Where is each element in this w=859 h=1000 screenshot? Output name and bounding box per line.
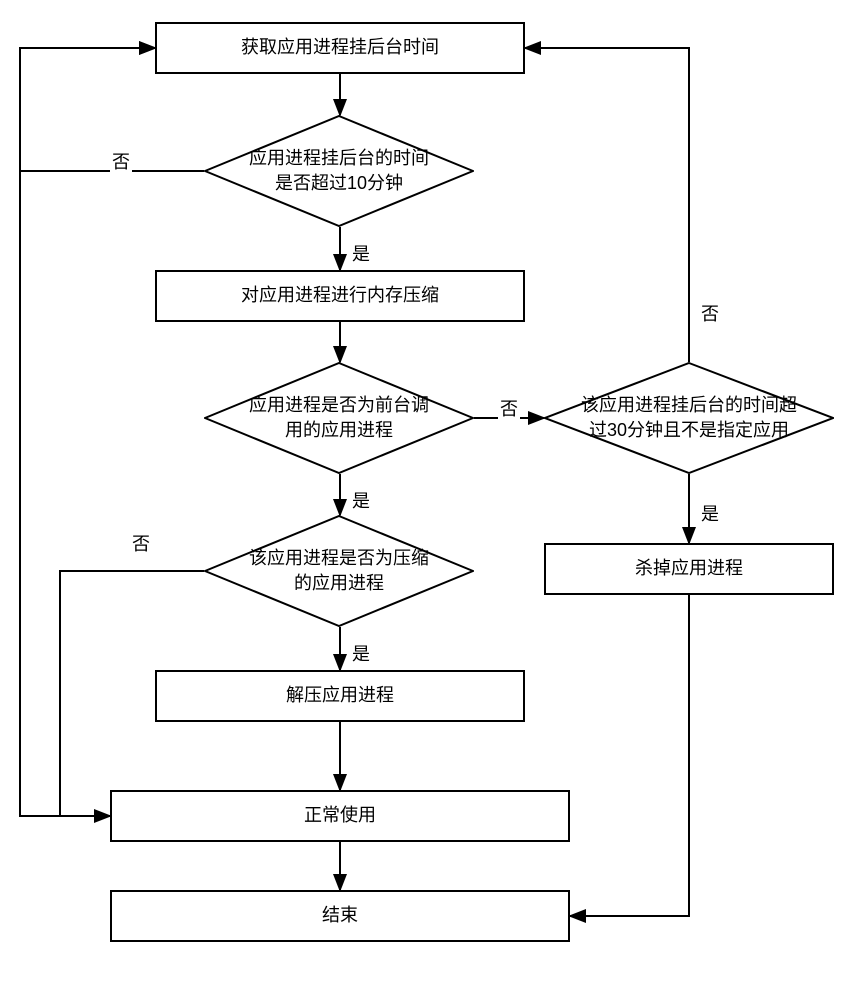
flow-diamond-label: 该应用进程是否为压缩的应用进程 <box>204 515 474 627</box>
flowchart-canvas: 获取应用进程挂后台时间应用进程挂后台的时间是否超过10分钟对应用进程进行内存压缩… <box>0 0 859 1000</box>
flow-diamond-d1: 应用进程挂后台的时间是否超过10分钟 <box>204 115 474 227</box>
flow-edge-label: 是 <box>699 500 721 526</box>
flow-rect-n1: 获取应用进程挂后台时间 <box>155 22 525 74</box>
flow-rect-label: 正常使用 <box>304 803 376 828</box>
flow-edge <box>20 48 155 816</box>
flow-edge-label: 否 <box>130 530 152 556</box>
flow-diamond-label: 该应用进程挂后台的时间超过30分钟且不是指定应用 <box>544 362 834 474</box>
flow-rect-n6: 结束 <box>110 890 570 942</box>
flow-rect-n3: 杀掉应用进程 <box>544 543 834 595</box>
flow-rect-n5: 正常使用 <box>110 790 570 842</box>
flow-rect-label: 解压应用进程 <box>286 683 394 708</box>
flow-rect-label: 获取应用进程挂后台时间 <box>241 35 439 60</box>
flow-edge <box>570 595 689 916</box>
flow-edge-label: 否 <box>110 148 132 174</box>
flow-diamond-label: 应用进程挂后台的时间是否超过10分钟 <box>204 115 474 227</box>
flow-rect-label: 结束 <box>322 903 358 928</box>
flow-edge-label: 是 <box>350 487 372 513</box>
flow-edge-label: 否 <box>699 300 721 326</box>
flow-edge <box>525 48 689 362</box>
flow-diamond-d3: 该应用进程挂后台的时间超过30分钟且不是指定应用 <box>544 362 834 474</box>
flow-rect-label: 对应用进程进行内存压缩 <box>241 283 439 308</box>
flow-edge-label: 是 <box>350 240 372 266</box>
flow-edge-label: 否 <box>498 395 520 421</box>
flow-rect-label: 杀掉应用进程 <box>635 556 743 581</box>
flow-rect-n4: 解压应用进程 <box>155 670 525 722</box>
flow-rect-n2: 对应用进程进行内存压缩 <box>155 270 525 322</box>
flow-diamond-d2: 应用进程是否为前台调用的应用进程 <box>204 362 474 474</box>
flow-diamond-d4: 该应用进程是否为压缩的应用进程 <box>204 515 474 627</box>
flow-edge-label: 是 <box>350 640 372 666</box>
flow-diamond-label: 应用进程是否为前台调用的应用进程 <box>204 362 474 474</box>
